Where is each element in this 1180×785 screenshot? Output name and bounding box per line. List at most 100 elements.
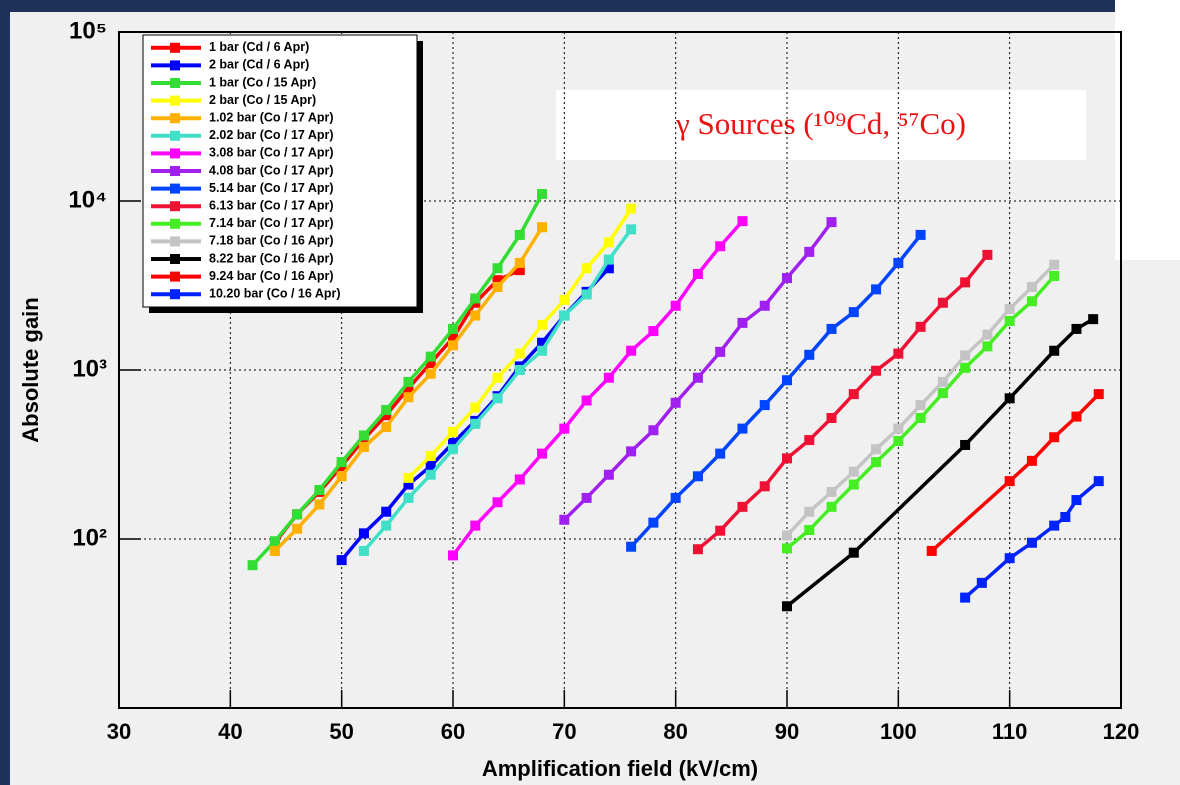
data-point	[692, 544, 703, 555]
legend-label: 8.22 bar (Co / 16 Apr)	[209, 251, 334, 265]
data-point	[314, 499, 325, 510]
data-point	[759, 481, 770, 492]
data-point	[960, 362, 971, 373]
data-point	[848, 466, 859, 477]
data-point	[648, 425, 659, 436]
data-point	[581, 263, 592, 274]
data-point	[982, 329, 993, 340]
data-point	[537, 189, 548, 200]
data-point	[425, 358, 436, 369]
data-point	[603, 469, 614, 480]
data-point	[381, 520, 392, 531]
data-point	[403, 392, 414, 403]
legend-label: 3.08 bar (Co / 17 Apr)	[209, 146, 334, 160]
data-point	[759, 400, 770, 411]
data-point	[425, 368, 436, 379]
legend-label: 1 bar (Cd / 6 Apr)	[209, 40, 309, 54]
data-point	[826, 412, 837, 423]
data-point	[759, 300, 770, 311]
x-tick-label: 90	[775, 719, 799, 744]
data-point	[737, 216, 748, 227]
data-point	[492, 372, 503, 383]
data-point	[358, 430, 369, 441]
data-point	[425, 351, 436, 362]
data-point	[804, 506, 815, 517]
data-point	[492, 393, 503, 404]
data-point	[581, 395, 592, 406]
legend-swatch-marker	[170, 183, 180, 194]
data-point	[915, 229, 926, 240]
data-point	[960, 439, 971, 450]
data-point	[915, 400, 926, 411]
data-point	[804, 349, 815, 360]
data-point	[1026, 537, 1037, 548]
legend-swatch-marker	[170, 289, 180, 300]
data-point	[715, 346, 726, 357]
data-point	[626, 224, 637, 235]
data-point	[1049, 270, 1060, 281]
data-point	[782, 453, 792, 464]
data-point	[1071, 411, 1082, 422]
legend-label: 7.18 bar (Co / 16 Apr)	[209, 234, 334, 248]
data-point	[692, 268, 703, 279]
data-point	[893, 436, 904, 447]
data-point	[715, 448, 726, 459]
data-point	[514, 265, 525, 276]
data-point	[537, 222, 548, 233]
data-point	[960, 592, 971, 603]
data-point	[670, 397, 681, 408]
data-point	[692, 372, 703, 383]
legend-swatch-marker	[170, 254, 180, 264]
data-point	[514, 229, 525, 240]
data-point	[358, 545, 369, 556]
data-point	[1004, 303, 1015, 314]
data-point	[314, 484, 325, 495]
data-point	[559, 294, 570, 305]
data-point	[514, 348, 525, 359]
data-point	[425, 469, 436, 480]
data-point	[1049, 432, 1060, 443]
x-tick-label: 40	[218, 719, 242, 744]
data-point	[782, 273, 792, 284]
data-point	[1049, 259, 1060, 270]
data-point	[826, 217, 837, 228]
data-point	[603, 254, 614, 265]
data-point	[1004, 476, 1015, 487]
data-point	[470, 402, 481, 413]
data-point	[670, 492, 681, 503]
legend-swatch-marker	[170, 218, 180, 229]
x-axis-label: Amplification field (kV/cm)	[482, 756, 758, 781]
data-point	[782, 543, 792, 554]
legend-label: 2 bar (Cd / 6 Apr)	[209, 58, 309, 72]
data-point	[292, 509, 303, 520]
x-tick-label: 30	[107, 719, 131, 744]
data-point	[358, 442, 369, 453]
data-point	[448, 437, 458, 448]
data-point	[1026, 296, 1037, 307]
data-point	[336, 457, 347, 468]
data-point	[848, 307, 859, 318]
data-point	[403, 472, 414, 483]
legend-swatch-marker	[170, 42, 180, 53]
data-point	[470, 293, 481, 304]
data-point	[804, 246, 815, 257]
data-point	[804, 435, 815, 446]
data-point	[871, 457, 882, 468]
data-point	[926, 545, 937, 556]
data-point	[826, 501, 837, 512]
data-point	[425, 450, 436, 461]
legend-swatch-marker	[170, 166, 180, 176]
data-point	[358, 528, 369, 539]
data-point	[537, 345, 548, 356]
data-point	[448, 444, 458, 455]
data-point	[537, 337, 548, 348]
annotation-box	[556, 90, 1086, 160]
x-tick-label: 50	[329, 719, 353, 744]
y-tick-label: 10⁴	[68, 186, 107, 213]
y-tick-label: 10⁵	[69, 17, 107, 44]
data-point	[737, 423, 748, 434]
data-point	[893, 257, 904, 268]
data-point	[626, 541, 637, 552]
data-point	[470, 418, 481, 429]
data-point	[848, 547, 859, 558]
